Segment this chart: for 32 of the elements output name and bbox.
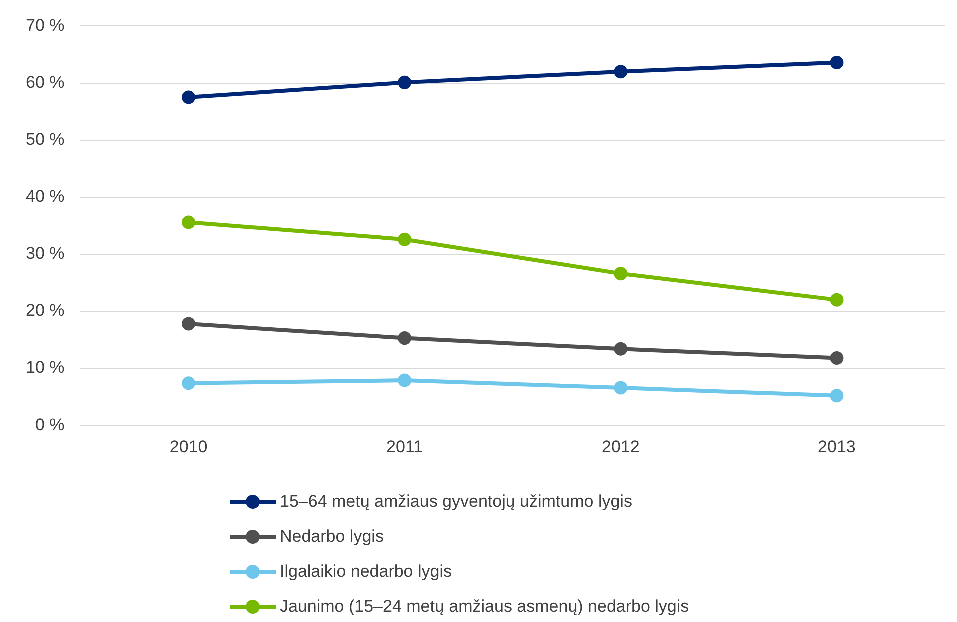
- y-tick-label: 60 %: [26, 72, 65, 92]
- x-tick-label: 2013: [818, 437, 856, 456]
- point: [614, 381, 628, 395]
- point: [830, 56, 844, 70]
- y-tick-label: 10 %: [26, 358, 65, 378]
- y-tick-label: 50 %: [26, 130, 65, 149]
- point: [182, 376, 196, 390]
- point: [614, 342, 628, 356]
- legend-label: Ilgalaikio nedarbo lygis: [280, 562, 452, 582]
- y-tick-label: 30 %: [26, 244, 65, 264]
- legend-label: Nedarbo lygis: [280, 526, 384, 546]
- y-tick-label: 40 %: [26, 187, 65, 206]
- point: [830, 389, 844, 403]
- point: [182, 216, 196, 230]
- legend-label: Jaunimo (15–24 metų amžiaus asmenų) nedarbo lygis: [280, 596, 690, 616]
- point: [182, 317, 196, 331]
- legend-label: 15–64 metų amžiaus gyventojų užimtumo lygis: [280, 492, 632, 512]
- y-tick-label: 70 %: [26, 16, 65, 35]
- point: [830, 352, 844, 366]
- x-tick-label: 2012: [602, 437, 640, 456]
- point: [614, 267, 628, 281]
- point: [398, 232, 412, 246]
- y-tick-label: 20 %: [26, 301, 65, 320]
- point: [182, 90, 196, 104]
- y-tick-label: 0 %: [35, 415, 65, 434]
- point: [398, 76, 412, 90]
- point: [398, 374, 412, 388]
- point: [398, 332, 412, 346]
- point: [614, 65, 628, 79]
- x-tick-label: 2011: [386, 437, 424, 456]
- point: [830, 293, 844, 307]
- x-tick-label: 2010: [170, 437, 208, 456]
